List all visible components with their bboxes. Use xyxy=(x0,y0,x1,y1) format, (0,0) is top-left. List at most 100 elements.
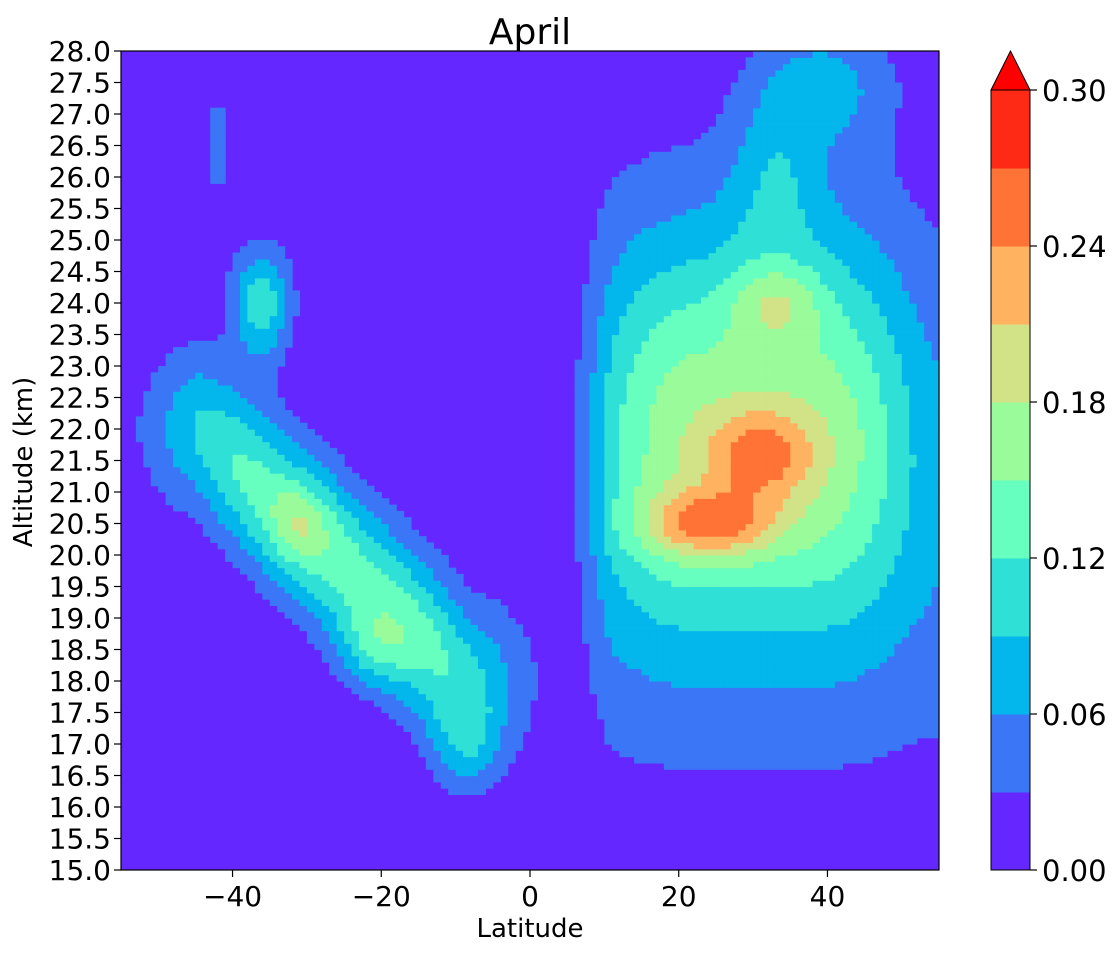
contour-cell xyxy=(790,592,799,600)
contour-cell xyxy=(321,605,330,613)
contour-cell xyxy=(239,492,249,499)
contour-cell xyxy=(292,510,301,518)
contour-cell xyxy=(782,599,791,606)
contour-cell xyxy=(782,296,791,304)
contour-cell xyxy=(656,479,665,487)
contour-cell xyxy=(596,548,605,556)
contour-cell xyxy=(738,132,747,140)
contour-cell xyxy=(760,372,769,380)
contour-cell xyxy=(455,706,464,714)
contour-cell xyxy=(775,303,784,310)
contour-cell xyxy=(663,372,672,380)
contour-cell xyxy=(671,718,680,726)
contour-cell xyxy=(269,561,278,569)
contour-cell xyxy=(507,737,516,745)
contour-cell xyxy=(656,321,665,329)
contour-cell xyxy=(470,788,479,795)
contour-cell xyxy=(225,384,234,392)
contour-cell xyxy=(604,290,613,298)
contour-cell xyxy=(715,510,724,518)
contour-cell xyxy=(812,718,821,726)
contour-cell xyxy=(366,548,375,556)
contour-cell xyxy=(604,384,613,392)
contour-cell xyxy=(634,466,643,474)
contour-cell xyxy=(634,303,643,310)
contour-cell xyxy=(686,466,695,474)
contour-cell xyxy=(440,605,449,613)
contour-cell xyxy=(299,580,308,588)
contour-cell xyxy=(448,643,457,651)
contour-cell xyxy=(648,492,658,499)
contour-cell xyxy=(671,397,680,405)
contour-cell xyxy=(760,725,769,732)
contour-cell xyxy=(455,699,464,707)
contour-cell xyxy=(738,315,747,323)
contour-cell xyxy=(440,611,449,619)
contour-cell xyxy=(574,504,583,512)
contour-cell xyxy=(767,473,776,480)
contour-cell xyxy=(671,177,680,184)
contour-cell xyxy=(396,561,405,569)
contour-cell xyxy=(738,107,747,115)
contour-cell xyxy=(723,460,732,468)
contour-cell xyxy=(455,592,464,600)
contour-cell xyxy=(708,265,717,273)
contour-cell xyxy=(745,353,754,361)
contour-cell xyxy=(173,416,182,424)
contour-cell xyxy=(686,195,695,203)
contour-cell xyxy=(715,762,724,770)
contour-cell xyxy=(760,284,769,291)
contour-cell xyxy=(515,712,524,720)
contour-cell xyxy=(715,536,724,543)
contour-cell xyxy=(738,636,747,644)
contour-cell xyxy=(708,202,717,210)
contour-cell xyxy=(500,643,509,651)
contour-cell xyxy=(299,624,308,632)
contour-cell xyxy=(790,580,799,588)
contour-cell xyxy=(708,542,717,550)
contour-cell xyxy=(753,706,762,714)
contour-cell xyxy=(619,170,628,178)
contour-cell xyxy=(656,706,665,714)
contour-cell xyxy=(306,441,315,449)
contour-cell xyxy=(306,454,315,462)
contour-cell xyxy=(805,567,814,575)
contour-cell xyxy=(723,712,732,720)
contour-cell xyxy=(477,762,486,770)
contour-cell xyxy=(262,517,271,525)
contour-cell xyxy=(433,599,442,606)
contour-cell xyxy=(292,599,301,606)
contour-cell xyxy=(269,334,278,342)
contour-cell xyxy=(321,580,330,588)
contour-cell xyxy=(232,309,241,317)
contour-cell xyxy=(210,158,219,165)
contour-cell xyxy=(619,592,628,600)
contour-cell xyxy=(388,655,397,663)
contour-cell xyxy=(641,384,650,392)
contour-cell xyxy=(797,139,806,147)
contour-cell xyxy=(135,429,144,436)
contour-cell xyxy=(701,246,710,254)
contour-cell xyxy=(790,114,799,121)
contour-cell xyxy=(797,233,806,241)
contour-cell xyxy=(388,529,397,537)
contour-cell xyxy=(775,57,784,65)
contour-cell xyxy=(470,775,479,783)
contour-cell xyxy=(745,69,754,77)
contour-cell xyxy=(634,592,643,600)
contour-cell xyxy=(701,309,710,317)
contour-cell xyxy=(604,466,613,474)
contour-cell xyxy=(745,718,754,726)
contour-cell xyxy=(292,466,301,474)
contour-cell xyxy=(648,372,658,380)
contour-cell xyxy=(671,460,680,468)
contour-cell xyxy=(767,372,776,380)
contour-cell xyxy=(678,441,687,449)
contour-cell xyxy=(158,366,167,373)
contour-cell xyxy=(284,529,293,537)
contour-cell xyxy=(767,403,776,411)
contour-cell xyxy=(671,309,680,317)
contour-cell xyxy=(745,567,754,575)
contour-cell xyxy=(500,649,509,657)
contour-cell xyxy=(634,523,643,531)
